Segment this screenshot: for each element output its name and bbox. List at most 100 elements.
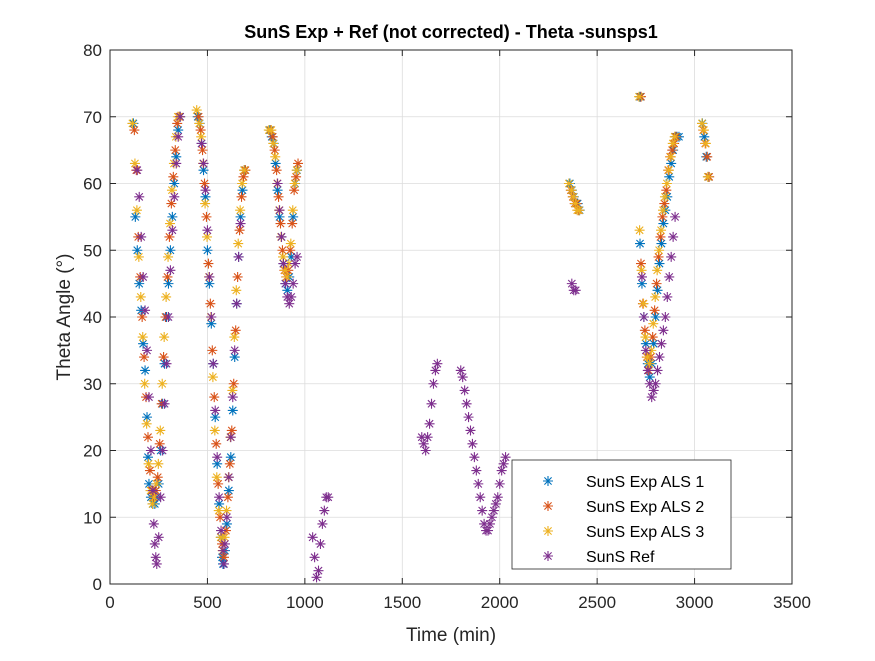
data-point [162,271,173,282]
data-point [702,171,713,182]
data-point [669,131,680,142]
data-point [139,378,150,389]
data-point [173,125,184,136]
data-point [459,385,470,396]
data-point [210,412,221,423]
data-point [483,525,494,536]
data-point [426,398,437,409]
data-point [274,211,285,222]
data-point [171,151,182,162]
data-point [275,218,286,229]
data-point [699,131,710,142]
data-point [235,218,246,229]
data-point [140,305,151,316]
data-point [271,165,282,176]
data-point [644,372,655,383]
data-point [696,118,707,129]
x-tick-label: 500 [193,593,221,612]
data-point [141,418,152,429]
data-point [193,111,204,122]
data-point [221,512,232,523]
data-point [566,185,577,196]
y-tick-label: 10 [83,508,102,527]
data-point [170,145,181,156]
data-point [650,291,661,302]
data-point [218,545,229,556]
y-tick-label: 60 [83,175,102,194]
data-point [153,532,164,543]
data-point [652,285,663,296]
data-point [654,245,665,256]
data-point [202,231,213,242]
data-point [288,278,299,289]
data-point [636,265,647,276]
data-point [206,318,217,329]
x-tick-label: 1000 [286,593,324,612]
data-point [639,325,650,336]
data-point [269,145,280,156]
data-point [698,125,709,136]
data-point [648,318,659,329]
data-point [319,505,330,516]
legend-label: SunS Exp ALS 2 [586,499,704,516]
data-point [161,291,172,302]
data-point [661,185,672,196]
data-point [204,278,215,289]
data-point [152,472,163,483]
data-point [479,518,490,529]
data-point [700,138,711,149]
data-point [200,198,211,209]
data-point [142,432,153,443]
data-point [658,205,669,216]
data-point [132,165,143,176]
data-point [288,211,299,222]
data-point [237,185,248,196]
data-point [151,558,162,569]
data-point [129,158,140,169]
data-point [488,505,499,516]
y-tick-label: 40 [83,308,102,327]
data-point [646,345,657,356]
data-point [270,158,281,169]
data-point [167,211,178,222]
data-point [165,218,176,229]
data-point [486,512,497,523]
data-point [226,425,237,436]
data-point [139,352,150,363]
data-point [420,445,431,456]
data-point [163,312,174,322]
data-point [203,258,214,269]
x-tick-label: 3500 [773,593,811,612]
data-point [198,165,209,176]
data-point [161,358,172,369]
data-point [272,185,283,196]
data-point [218,558,229,569]
data-point [289,185,300,196]
data-point [652,265,663,276]
data-point [313,565,324,576]
data-point [659,198,670,209]
data-point [490,498,501,509]
data-point [636,271,647,282]
data-point [212,452,223,463]
data-point [209,425,220,436]
data-point [207,372,218,383]
series-4 [132,111,681,583]
data-point [225,452,236,463]
data-point [196,131,207,142]
data-point [229,332,240,343]
data-point [239,165,250,176]
y-tick-label: 70 [83,108,102,127]
data-point [465,425,476,436]
data-point [648,385,659,396]
legend-marker [543,501,553,511]
data-point [218,552,229,563]
data-point [138,338,149,349]
data-point [134,191,145,202]
data-point [291,171,302,182]
data-point [285,238,296,249]
y-tick-label: 80 [83,41,102,60]
x-tick-label: 2000 [481,593,519,612]
data-point [278,258,289,269]
data-point [663,165,674,176]
